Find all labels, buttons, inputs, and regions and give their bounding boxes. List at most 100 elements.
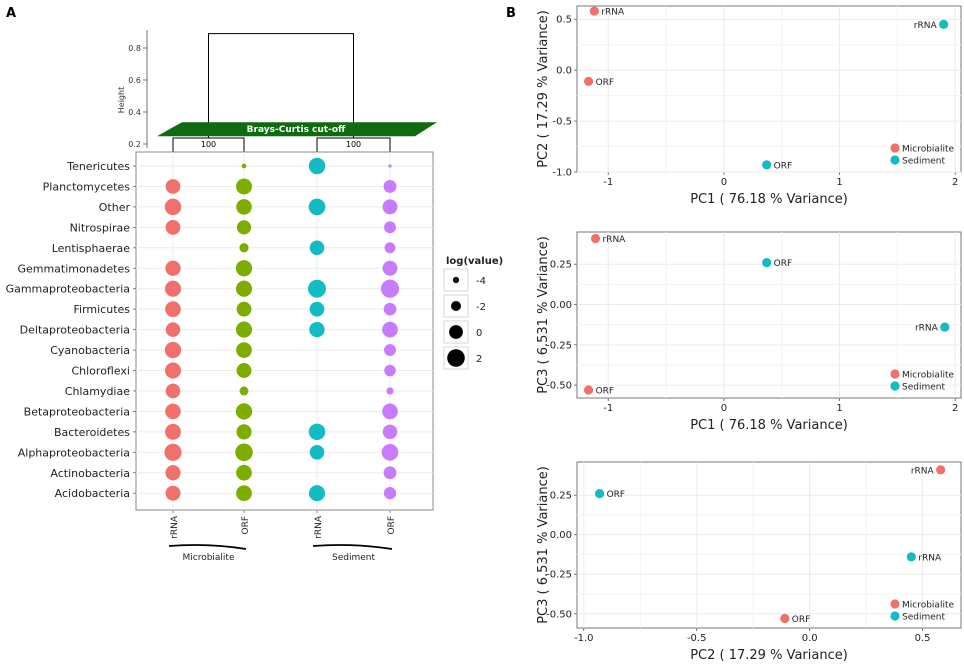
dotplot-bubble — [165, 322, 181, 337]
dotplot-group-underline — [312, 544, 393, 550]
dotplot-column-label: ORF — [241, 516, 251, 535]
dotplot-bubble — [164, 198, 182, 216]
dotplot-bubble — [236, 199, 252, 215]
legend-entry-label: -4 — [476, 276, 486, 287]
dotplot-category-label: Nitrospirae — [70, 221, 131, 234]
dotplot-bubble — [388, 164, 392, 168]
dotplot-category-label: Betaproteobacteria — [24, 405, 130, 418]
dotplot-bubble — [235, 280, 253, 297]
pca-legend-label: Sediment — [902, 157, 945, 167]
dotplot-bubble — [236, 301, 252, 317]
dotplot-category-label: Lentisphaerae — [52, 242, 131, 255]
pca-point — [583, 76, 594, 86]
dotplot-bubble — [308, 198, 326, 216]
pca-y-tick-label: -0.25 — [546, 570, 572, 581]
pca-x-tick-label: 1 — [836, 177, 842, 188]
dotplot-bubble — [236, 424, 252, 440]
pca-point-label: ORF — [596, 386, 615, 396]
pca-point-label: rRNA — [603, 235, 627, 245]
dotplot-bubble — [384, 344, 396, 356]
dotplot-category-label: Other — [99, 201, 131, 214]
dotplot-bubble — [309, 321, 325, 338]
pca-y-tick-label: -0.50 — [546, 609, 572, 620]
dotplot-category-label: Planctomycetes — [43, 180, 131, 193]
pca-y-tick-label: -0.25 — [546, 340, 572, 351]
pca-x-tick-label: -1 — [603, 177, 613, 188]
dendrogram-y-tick-label: 0.2 — [128, 140, 141, 149]
dotplot-category-label: Chlamydiae — [65, 385, 130, 398]
panel-label-b: B — [506, 6, 516, 21]
dotplot-bubble — [382, 199, 398, 215]
pca-x-tick-label: -1.0 — [574, 633, 594, 644]
pca-x-tick-label: -0.5 — [687, 633, 707, 644]
pca-point — [940, 322, 950, 332]
dotplot-bubble — [165, 485, 181, 501]
pca-point-label: ORF — [774, 259, 793, 269]
legend-entry-label: -2 — [476, 302, 486, 313]
dotplot-bubble — [235, 403, 253, 420]
dotplot-category-label: Bacteroidetes — [54, 426, 130, 439]
dotplot-bubble — [384, 242, 396, 254]
pca-y-tick-label: 0.25 — [550, 260, 572, 271]
dendrogram-y-label: Height — [117, 87, 126, 113]
dotplot-bubble — [308, 279, 326, 298]
dotplot-bubble — [384, 221, 396, 234]
dotplot-bubble — [383, 466, 397, 480]
dotplot-bubble — [165, 179, 181, 194]
dotplot-bubble — [309, 301, 325, 317]
pca-point-label: ORF — [774, 161, 793, 171]
dotplot-bubble — [165, 301, 181, 317]
pca-point-label: ORF — [792, 615, 811, 625]
pca-x-tick-label: 1 — [836, 403, 842, 414]
dotplot-bubble — [235, 443, 253, 462]
dotplot-bubble — [164, 362, 182, 379]
pca-y-tick-label: 0.25 — [550, 491, 572, 502]
dotplot-bubble — [383, 487, 397, 500]
pca-x-axis-label: PC2 ( 17.29 % Variance) — [690, 648, 848, 663]
dotplot-bubble — [308, 485, 326, 502]
dendrogram-y-tick-label: 0.6 — [128, 76, 141, 85]
dendrogram-y-tick-label: 0.4 — [128, 108, 141, 117]
pca-point — [780, 613, 790, 624]
pca-y-axis-label: PC2 ( 17.29 % Variance) — [536, 10, 551, 168]
pca-legend-key — [890, 143, 900, 153]
pca-point — [594, 489, 605, 499]
dotplot-bubble — [308, 157, 326, 175]
dotplot-bubble — [383, 302, 397, 316]
pca-legend-key — [890, 611, 900, 621]
pca-x-tick-label: 2 — [952, 177, 958, 188]
dotplot-bubble — [239, 386, 249, 396]
dotplot-bubble — [380, 279, 400, 298]
dotplot-bubble — [165, 383, 181, 399]
pca-x-tick-label: 0.5 — [915, 633, 931, 644]
dotplot-bubble — [381, 443, 399, 461]
dotplot-column-label: ORF — [387, 516, 397, 535]
dotplot-bubble — [235, 260, 253, 277]
dotplot-bubble — [165, 219, 181, 235]
dotplot-bubble — [241, 163, 247, 169]
pca-y-tick-label: -1.0 — [552, 168, 572, 179]
pca-point-label: rRNA — [915, 324, 939, 334]
dotplot-category-label: Tenericutes — [66, 160, 130, 173]
pca-point — [589, 6, 599, 16]
dotplot-bubble — [236, 342, 252, 358]
pca-y-tick-label: 0.0 — [556, 66, 572, 77]
legend-key-bubble — [447, 349, 465, 367]
pca-x-tick-label: 0.0 — [802, 633, 818, 644]
pca-point — [762, 258, 772, 268]
pca-point — [939, 19, 949, 29]
cutoff-label: Brays-Curtis cut-off — [247, 125, 346, 135]
pca-x-tick-label: 0 — [721, 403, 727, 414]
pca-legend-label: Sediment — [902, 613, 945, 623]
dotplot-bubble — [383, 180, 397, 193]
dotplot-bubble — [382, 424, 398, 440]
pca-y-axis-label: PC3 ( 6.531 % Variance) — [536, 236, 551, 394]
dotplot-bubble — [239, 243, 249, 253]
dotplot-bubble — [165, 403, 181, 420]
dotplot-category-label: Gemmatimonadetes — [17, 262, 130, 275]
pca-legend-key — [890, 155, 900, 165]
pca-y-axis-label: PC3 ( 6.531 % Variance) — [536, 466, 551, 624]
